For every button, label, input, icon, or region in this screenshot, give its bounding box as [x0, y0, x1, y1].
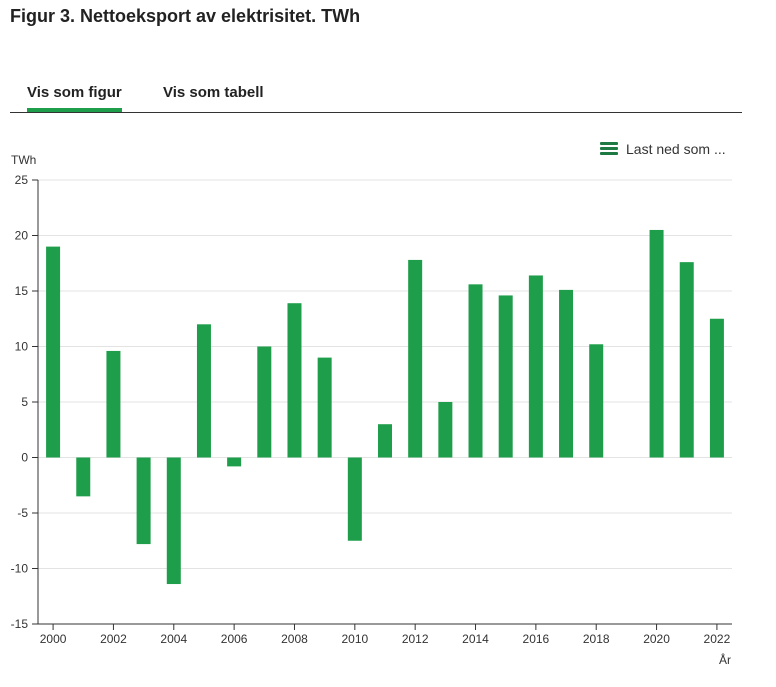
bar-2003[interactable]: [136, 457, 151, 545]
y-tick-label: -10: [11, 562, 29, 576]
hamburger-menu-icon: [600, 142, 618, 156]
x-tick-label: 2004: [160, 632, 187, 646]
bar-2020[interactable]: [649, 229, 664, 458]
page-title: Figur 3. Nettoeksport av elektrisitet. T…: [10, 6, 361, 26]
bar-2016[interactable]: [528, 275, 543, 458]
bar-2010[interactable]: [347, 457, 362, 541]
tab-vis-som-tabell[interactable]: Vis som tabell: [163, 84, 264, 101]
y-tick-label: 10: [15, 340, 29, 354]
download-menu-button[interactable]: Last ned som ...: [600, 139, 726, 159]
x-tick-label: 2010: [341, 632, 368, 646]
gridlines: [38, 179, 732, 569]
x-tick-label: 2020: [643, 632, 670, 646]
x-tick-label: 2006: [221, 632, 248, 646]
bar-2017[interactable]: [559, 289, 574, 458]
x-tick-label: 2002: [100, 632, 127, 646]
y-tick-label: -5: [17, 506, 28, 520]
x-tick-label: 2022: [704, 632, 731, 646]
x-tick-label: 2012: [402, 632, 429, 646]
x-axis-title: År: [719, 652, 731, 667]
x-tick-label: 2014: [462, 632, 489, 646]
bar-2008[interactable]: [287, 303, 302, 458]
x-tick-label: 2000: [40, 632, 67, 646]
bar-2022[interactable]: [709, 318, 724, 458]
y-tick-label: 5: [21, 395, 28, 409]
axes: [32, 179, 732, 630]
bar-2000[interactable]: [46, 246, 61, 458]
bar-2013[interactable]: [438, 402, 453, 458]
download-label: Last ned som ...: [626, 141, 726, 157]
bar-2014[interactable]: [468, 284, 483, 458]
y-tick-label: -15: [11, 617, 29, 631]
bar-2009[interactable]: [317, 357, 332, 458]
y-axis-title: TWh: [11, 153, 36, 167]
bar-2006[interactable]: [227, 457, 242, 467]
y-tick-label: 0: [21, 451, 28, 465]
bar-2005[interactable]: [196, 324, 211, 458]
bar-2012[interactable]: [408, 259, 423, 458]
bar-2007[interactable]: [257, 346, 272, 458]
bars: [46, 229, 724, 585]
y-tick-label: 15: [15, 284, 29, 298]
bar-2004[interactable]: [166, 457, 181, 585]
y-tick-label: 20: [15, 229, 29, 243]
x-tick-label: 2016: [523, 632, 550, 646]
bar-2011[interactable]: [378, 424, 392, 458]
tab-vis-som-figur[interactable]: Vis som figur: [27, 84, 122, 112]
x-tick-label: 2018: [583, 632, 610, 646]
view-tabs: Vis som figur Vis som tabell: [10, 84, 742, 113]
bar-2021[interactable]: [679, 262, 694, 458]
bar-2001[interactable]: [76, 457, 91, 497]
axis-labels: -15 -10 -5 0 5 10 15 20 25 2000 2002 2004 2006 2008 20…: [11, 173, 731, 646]
bar-2018[interactable]: [589, 344, 604, 458]
bar-2015[interactable]: [498, 295, 513, 458]
y-tick-label: 25: [15, 173, 29, 187]
bar-2002[interactable]: [106, 350, 121, 458]
x-tick-label: 2008: [281, 632, 308, 646]
